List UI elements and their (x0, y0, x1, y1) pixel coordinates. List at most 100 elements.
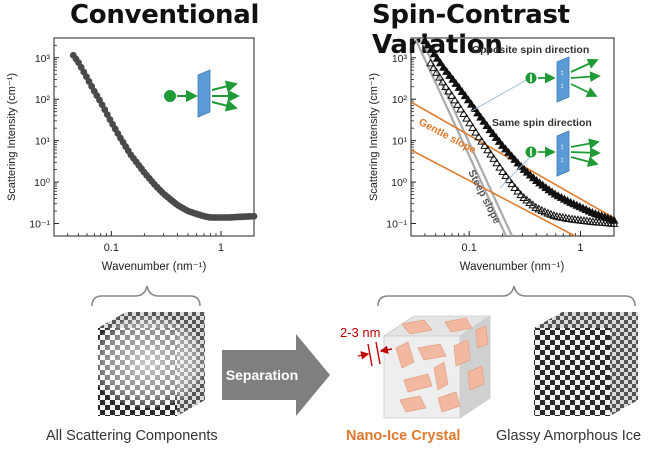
y-axis-label: Scattering Intensity (cm⁻¹) (368, 73, 380, 201)
y-tick-label: 10⁰ (391, 177, 408, 189)
data-point (429, 49, 439, 58)
data-point (477, 136, 487, 145)
left-brace (91, 285, 201, 307)
data-point (522, 195, 532, 204)
same-spin-icon: ↕ ↕ (525, 130, 601, 177)
svg-text:↕: ↕ (560, 155, 564, 164)
data-point (492, 158, 502, 167)
y-tick-label: 10⁻¹ (29, 219, 50, 231)
right-brace (377, 285, 636, 307)
data-point (482, 120, 492, 129)
axis-ticks: 10⁻¹ 10⁰ 10¹ 10² 10³ 0.1 1 (29, 37, 255, 254)
data-point (456, 104, 466, 113)
y-tick-label: 10² (35, 94, 51, 106)
y-tick-label: 10¹ (35, 136, 51, 148)
data-point (525, 197, 535, 206)
opposite-spin-icon: ↕ ↕ (525, 56, 601, 103)
glassy-ice-cube (534, 312, 638, 416)
data-point (476, 112, 486, 121)
x-tick-label: 0.1 (104, 242, 119, 254)
y-axis-label: Scattering Intensity (cm⁻¹) (6, 73, 18, 201)
data-point (445, 70, 455, 79)
scattering-icon (164, 69, 240, 118)
data-point (453, 99, 463, 108)
y-tick-label: 10³ (392, 53, 408, 65)
data-point (420, 35, 430, 44)
svg-text:↕: ↕ (560, 142, 564, 151)
y-tick-label: 10² (392, 94, 408, 106)
data-point (435, 58, 445, 67)
data-point (488, 129, 498, 138)
data-point (497, 140, 507, 149)
x-tick-label: 0.1 (462, 242, 477, 254)
svg-text:↕: ↕ (560, 81, 564, 90)
data-point (510, 182, 520, 192)
leader-line (499, 151, 536, 189)
title-spin-contrast: Spin-Contrast Variation (372, 0, 570, 60)
plot-frame (53, 37, 255, 237)
data-point (451, 78, 461, 87)
annotation-same-spin: Same spin direction (492, 117, 592, 129)
caption-all-components: All Scattering Components (46, 428, 218, 444)
title-conventional: Conventional (70, 0, 260, 30)
data-point (459, 109, 469, 118)
data-point (501, 171, 511, 180)
chart-spin-contrast: 10⁻¹ 10⁰ 10¹ 10² 10³ 0.1 1 Scattering Intensit… (368, 35, 619, 273)
data-point (466, 99, 476, 108)
data-point (462, 113, 472, 122)
data-point (429, 63, 439, 72)
annotation-opposite-spin: Opposite spin direction (472, 44, 589, 56)
x-axis-label: Wavenumber (nm⁻¹) (102, 261, 207, 273)
caption-glassy-ice: Glassy Amorphous Ice (496, 428, 642, 444)
data-point (442, 66, 452, 75)
caption-nano-ice: Nano-Ice Crystal (346, 428, 461, 444)
data-point (494, 136, 504, 145)
data-point (426, 58, 436, 67)
steep-slope-line (421, 39, 513, 236)
size-label: 2-3 nm (340, 325, 380, 340)
data-point (432, 53, 442, 62)
data-point (438, 77, 448, 86)
y-tick-label: 10⁰ (34, 177, 51, 189)
data-point (439, 62, 448, 71)
data-point (528, 200, 538, 209)
separation-arrow: Separation (222, 334, 330, 416)
data-point (480, 140, 490, 149)
y-tick-label: 10³ (35, 53, 51, 65)
data-point (519, 193, 529, 202)
data-point (486, 149, 496, 158)
chart-conventional: 10⁻¹ 10⁰ 10¹ 10² 10³ 0.1 1 Scattering Intensit… (6, 37, 258, 273)
separation-label: Separation (226, 367, 298, 383)
x-axis-label: Wavenumber (nm⁻¹) (460, 261, 565, 273)
data-point (465, 118, 475, 127)
data-point (426, 44, 436, 53)
leader-line (469, 77, 531, 113)
data-point (448, 74, 458, 83)
data-point (504, 175, 514, 184)
data-point (435, 72, 445, 81)
data-point (432, 67, 442, 76)
data-point (609, 218, 619, 227)
data-point (495, 162, 505, 171)
data-point (250, 212, 258, 220)
data-point (457, 87, 467, 96)
x-tick-label: 1 (577, 242, 583, 254)
data-point (450, 95, 460, 104)
nano-ice-cube: 2-3 nm (340, 315, 492, 419)
data-point (468, 122, 478, 131)
all-components-cube (90, 312, 206, 416)
gentle-slope-line (411, 149, 576, 236)
data-point (491, 132, 501, 141)
data-point (441, 82, 451, 91)
data-point (454, 82, 464, 91)
data-point (471, 127, 481, 136)
data-point (507, 179, 517, 188)
data-point (479, 116, 489, 125)
crystal-flakes (395, 317, 489, 413)
data-point (516, 190, 526, 199)
y-tick-label: 10⁻¹ (386, 219, 407, 231)
data-point (423, 40, 433, 49)
y-tick-label: 10¹ (392, 136, 408, 148)
data-point (444, 86, 454, 95)
